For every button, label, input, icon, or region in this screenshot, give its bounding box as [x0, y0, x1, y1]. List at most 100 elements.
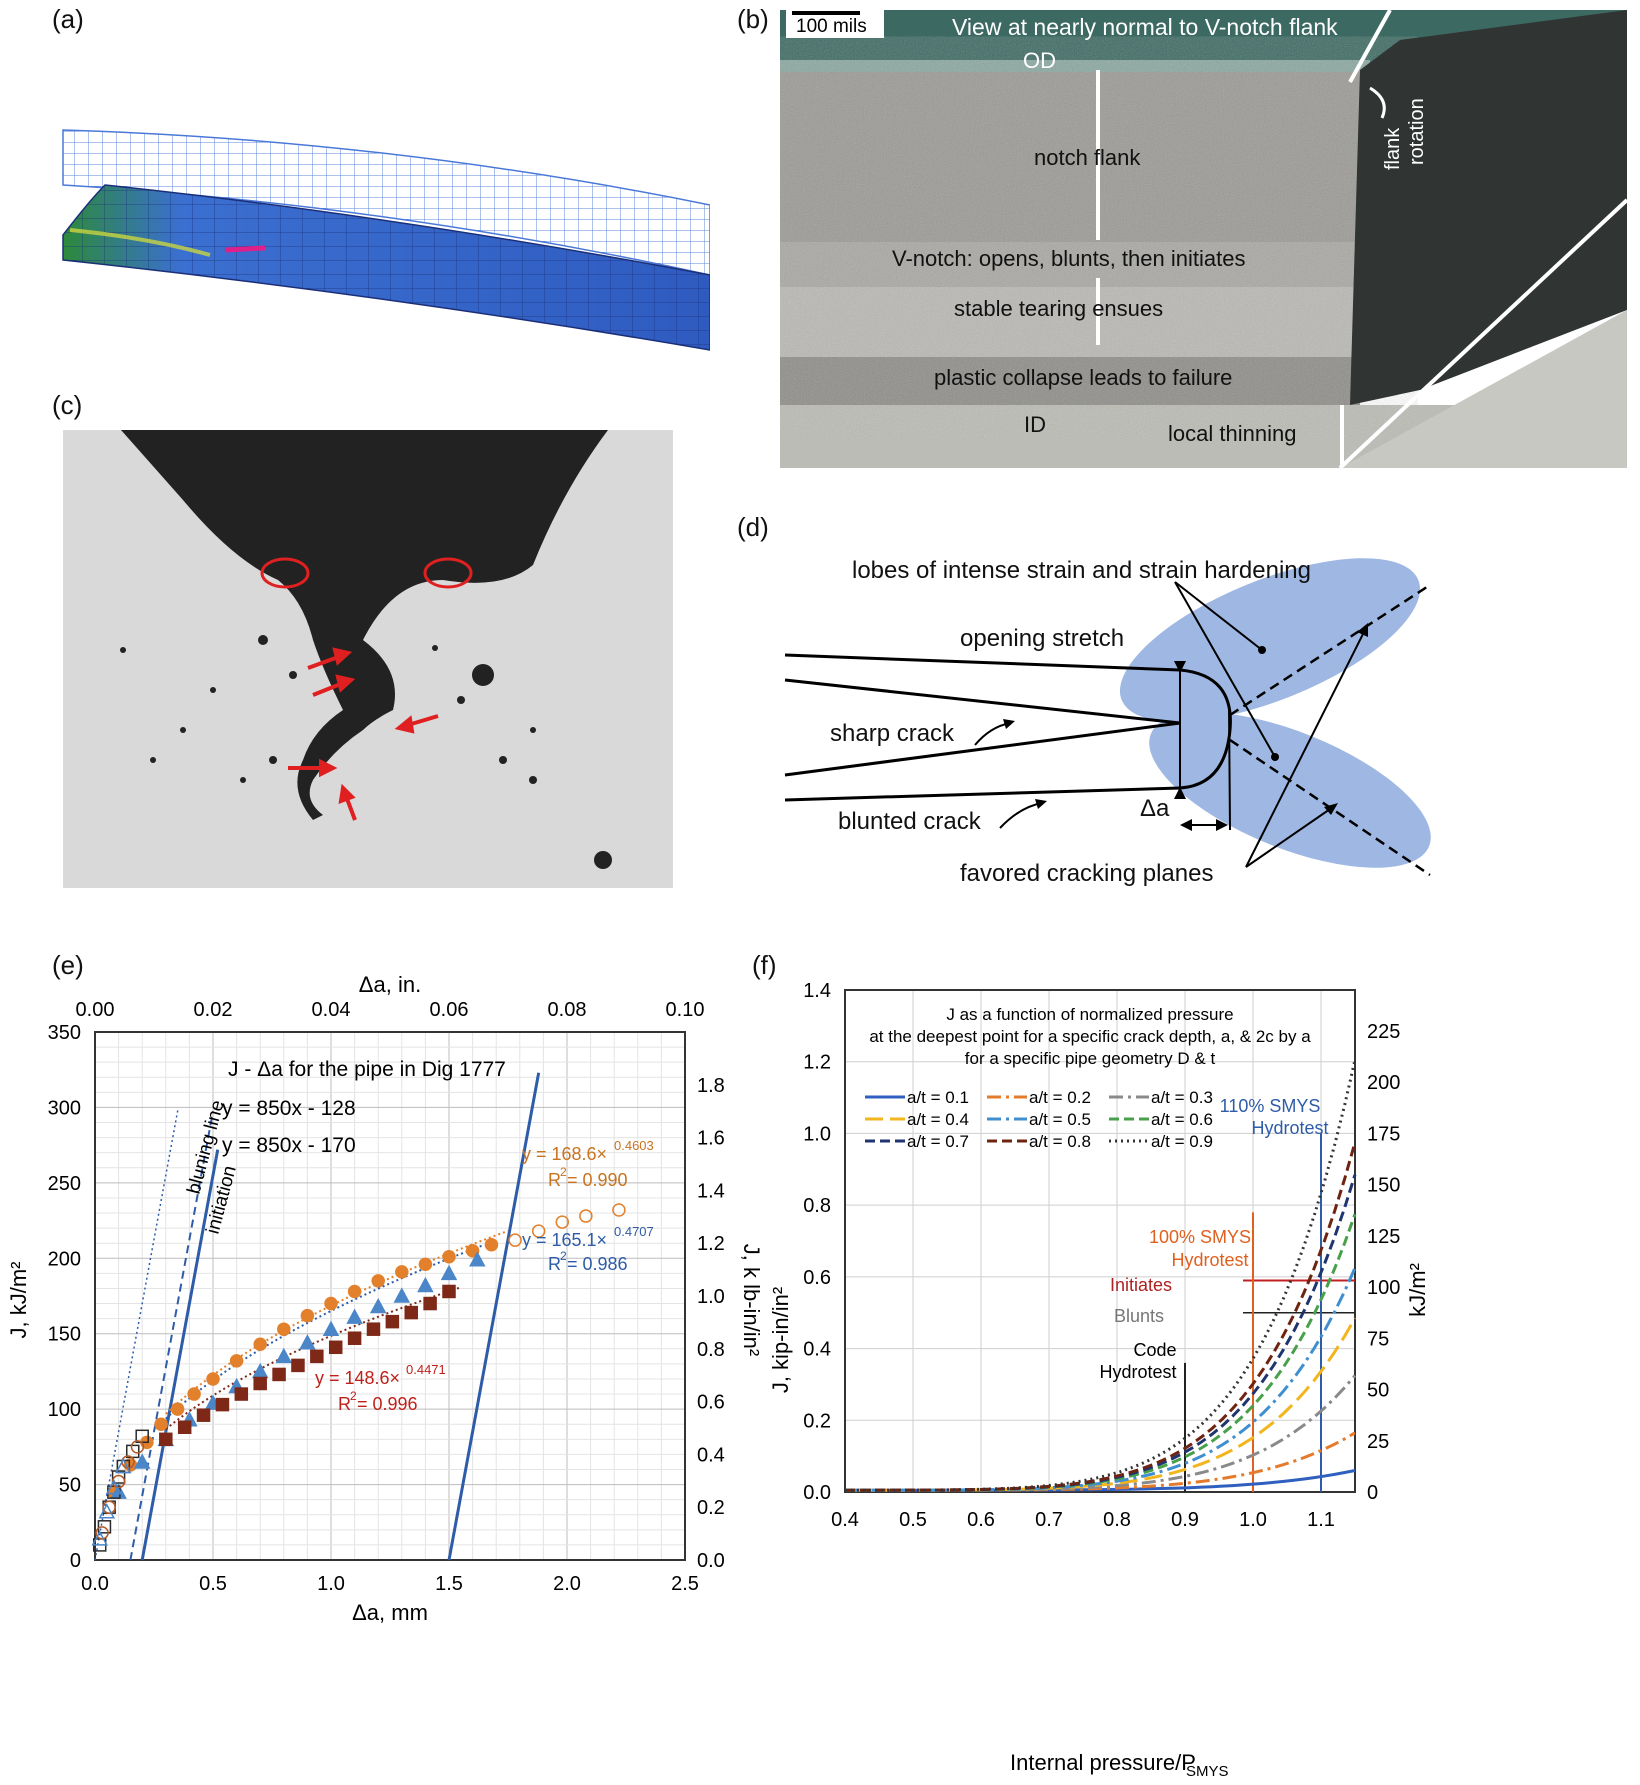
id-label: ID — [1024, 412, 1046, 437]
v-notch-label: V-notch: opens, blunts, then initiates — [892, 246, 1246, 271]
panel-label-d: (d) — [737, 512, 769, 542]
exclusion-line-dotted — [94, 1108, 179, 1561]
data-point — [442, 1284, 456, 1299]
data-point — [299, 1334, 316, 1350]
crack-tip-art — [784, 558, 1431, 877]
chart-f-legend: a/t = 0.1 a/t = 0.2 a/t = 0.3 a/t = 0.4 a/t … — [865, 1088, 1213, 1151]
y2-tick-label: 1.0 — [697, 1286, 725, 1308]
y2-tick-label: 175 — [1367, 1123, 1400, 1145]
y-tick-label: 200 — [48, 1248, 81, 1270]
y2-tick-label: 125 — [1367, 1226, 1400, 1248]
data-point — [253, 1376, 267, 1391]
y-tick-label: 150 — [48, 1324, 81, 1346]
curve-a-t---0-3 — [844, 1374, 1357, 1492]
chart-f-xlabel: Internal pressure/P SMYS — [1010, 1750, 1229, 1780]
data-point — [508, 1233, 522, 1247]
chart-e-xlabel: Δa, mm — [352, 1600, 428, 1625]
chart-e-y2label: J, k lb-in/in² — [739, 1244, 764, 1356]
chart-e-grid — [94, 1031, 686, 1561]
opening-stretch-label: opening stretch — [960, 625, 1125, 652]
data-point — [395, 1265, 409, 1279]
legend-label: a/t = 0.2 — [1029, 1088, 1091, 1107]
data-point — [484, 1237, 499, 1252]
favored-planes-label: favored cracking planes — [960, 860, 1214, 887]
plastic-collapse-label: plastic collapse leads to failure — [934, 365, 1233, 390]
od-label: OD — [1023, 48, 1056, 73]
local-thinning-label: local thinning — [1168, 421, 1297, 446]
r2-blue-sup: 2 — [560, 1249, 567, 1263]
chart-f-plot-frame — [844, 989, 1356, 1493]
y-tick-label: 250 — [48, 1173, 81, 1195]
y-tick-label: 0.6 — [803, 1267, 831, 1289]
r2-orange-sup: 2 — [560, 1165, 567, 1179]
y-tick-label: 1.0 — [803, 1123, 831, 1145]
chart-e: 0.0 0.5 1.0 1.5 2.0 2.50501001502002503003500… — [6, 972, 764, 1625]
r2-red: R — [338, 1394, 351, 1414]
chart-f-title-line-3: for a specific pipe geometry D & t — [965, 1049, 1216, 1068]
chart-f-title-line-2: at the deepest point for a specific crac… — [869, 1027, 1311, 1046]
y-tick-label: 50 — [59, 1475, 81, 1497]
panel-label-a: (a) — [52, 4, 84, 34]
data-point — [253, 1337, 267, 1352]
x-tick-label: 0.6 — [967, 1509, 995, 1531]
x-tick-label: 0.5 — [199, 1573, 227, 1595]
legend-label: a/t = 0.4 — [907, 1110, 969, 1129]
r2-orange-val: = 0.990 — [567, 1170, 628, 1190]
data-point — [347, 1331, 362, 1345]
data-point — [555, 1215, 570, 1229]
y-tick-label: 100 — [48, 1399, 81, 1421]
fracture-surface-photo: 100 mils View at nearly normal to V-notc… — [780, 10, 1627, 468]
data-point — [531, 1224, 546, 1238]
x-tick-label: 1.5 — [435, 1573, 463, 1595]
data-point — [102, 1500, 116, 1514]
data-point — [196, 1408, 211, 1422]
chart-e-title: J - Δa for the pipe in Dig 1777 — [228, 1058, 506, 1081]
chart-f-ylabel: J, kip-in/in² — [770, 1287, 793, 1393]
data-point — [98, 1503, 116, 1519]
legend-label: a/t = 0.3 — [1151, 1088, 1213, 1107]
undeformed-mesh — [62, 129, 710, 276]
data-point — [95, 1526, 109, 1540]
chart-e-fit-red: y = 148.6× 0.4471 R 2 = 0.996 — [315, 1362, 446, 1414]
chart-e-x2label: Δa, in. — [359, 972, 421, 997]
code-label-1: Code — [1133, 1340, 1176, 1360]
chart-f-xlabel-main: Internal pressure/P — [1010, 1750, 1196, 1775]
fit-orange-eq: y = 168.6× — [522, 1144, 607, 1164]
data-point — [105, 1479, 123, 1495]
chart-f-y2label: kJ/m² — [1405, 1263, 1430, 1317]
blunting-line — [129, 1111, 214, 1561]
data-point — [177, 1420, 192, 1434]
y2-tick-label: 1.8 — [697, 1075, 725, 1097]
initiation-line — [140, 1149, 220, 1561]
x-tick-label: 1.1 — [1307, 1509, 1335, 1531]
data-point — [115, 1457, 132, 1474]
chart-e-fit-blue: y = 165.1× 0.4707 R 2 = 0.986 — [522, 1224, 654, 1274]
x-tick-label: 0.4 — [831, 1509, 859, 1531]
legend-label: a/t = 0.1 — [907, 1088, 969, 1107]
data-point — [366, 1322, 381, 1336]
fit-red-exp: 0.4471 — [406, 1362, 446, 1377]
x-tick-label: 1.0 — [317, 1573, 345, 1595]
y2-tick-label: 0.4 — [697, 1444, 725, 1466]
data-point — [159, 1432, 173, 1447]
exclusion-line-max — [447, 1072, 541, 1561]
x-tick-label: 1.0 — [1239, 1509, 1267, 1531]
data-point — [417, 1276, 434, 1293]
y2-tick-label: 0.8 — [697, 1339, 725, 1361]
x2-tick-label: 0.08 — [548, 999, 587, 1021]
legend-label: a/t = 0.7 — [907, 1132, 969, 1151]
hydro110-label-2: Hydrotest — [1251, 1118, 1328, 1138]
data-point — [300, 1308, 315, 1323]
y2-tick-label: 1.6 — [697, 1128, 725, 1150]
y2-tick-label: 25 — [1367, 1431, 1389, 1453]
y-tick-label: 1.2 — [803, 1052, 831, 1074]
y-tick-label: 0.2 — [803, 1410, 831, 1432]
chart-e-eq1: y = 850x - 128 — [222, 1097, 356, 1120]
x-tick-label: 0.5 — [899, 1509, 927, 1531]
x2-tick-label: 0.10 — [666, 999, 705, 1021]
chart-e-points — [91, 1203, 626, 1552]
flank-rotation-label-1: flank — [1382, 127, 1404, 170]
photo-title: View at nearly normal to V-notch flank — [952, 14, 1338, 40]
data-point — [187, 1387, 201, 1401]
y-tick-label: 0.4 — [803, 1339, 831, 1361]
